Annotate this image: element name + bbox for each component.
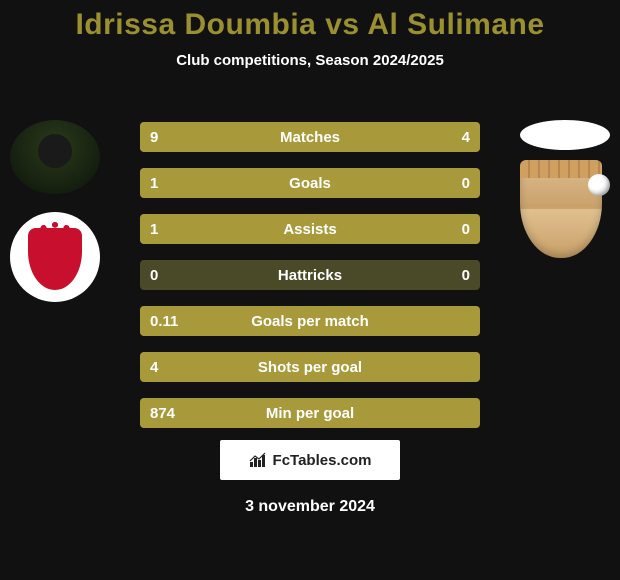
- page-title: Idrissa Doumbia vs Al Sulimane: [0, 0, 620, 42]
- player2-avatar: [520, 120, 610, 150]
- player1-avatar: [10, 120, 100, 194]
- stat-row: 94Matches: [140, 122, 480, 152]
- stat-row: 0.11Goals per match: [140, 306, 480, 336]
- comparison-card: Idrissa Doumbia vs Al Sulimane Club comp…: [0, 0, 620, 580]
- stat-label: Goals: [140, 175, 480, 192]
- player2-name: Al Sulimane: [367, 8, 544, 41]
- right-avatars: [520, 120, 610, 276]
- watermark-text: FcTables.com: [273, 452, 372, 469]
- player1-club-crest: [10, 212, 100, 302]
- stat-row: 4Shots per goal: [140, 352, 480, 382]
- watermark: FcTables.com: [220, 440, 400, 480]
- stat-label: Shots per goal: [140, 359, 480, 376]
- left-avatars: [10, 120, 100, 320]
- stat-row: 00Hattricks: [140, 260, 480, 290]
- vs-label: vs: [325, 8, 359, 41]
- player2-club-crest: [520, 168, 602, 258]
- stat-row: 874Min per goal: [140, 398, 480, 428]
- stats-table: 94Matches 10Goals 10Assists 00Hattricks 0.11…: [140, 122, 480, 444]
- stat-label: Min per goal: [140, 405, 480, 422]
- subtitle: Club competitions, Season 2024/2025: [0, 52, 620, 69]
- stat-row: 10Goals: [140, 168, 480, 198]
- chart-icon: [249, 452, 267, 468]
- stat-label: Matches: [140, 129, 480, 146]
- player1-name: Idrissa Doumbia: [75, 8, 316, 41]
- stat-row: 10Assists: [140, 214, 480, 244]
- stat-label: Goals per match: [140, 313, 480, 330]
- stat-label: Hattricks: [140, 267, 480, 284]
- stat-label: Assists: [140, 221, 480, 238]
- date-label: 3 november 2024: [0, 498, 620, 516]
